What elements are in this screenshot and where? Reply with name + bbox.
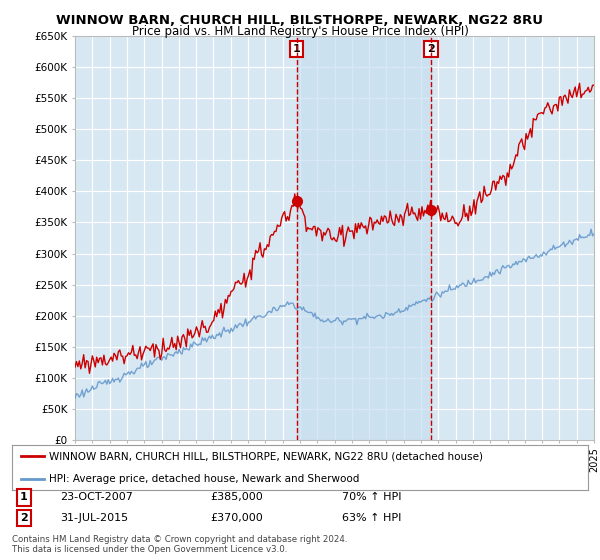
Text: HPI: Average price, detached house, Newark and Sherwood: HPI: Average price, detached house, Newa…: [49, 474, 360, 484]
Text: 23-OCT-2007: 23-OCT-2007: [60, 492, 133, 502]
Text: £370,000: £370,000: [210, 513, 263, 523]
Text: 1: 1: [293, 44, 301, 54]
Text: 2: 2: [20, 513, 28, 523]
Text: WINNOW BARN, CHURCH HILL, BILSTHORPE, NEWARK, NG22 8RU: WINNOW BARN, CHURCH HILL, BILSTHORPE, NE…: [56, 14, 544, 27]
Text: WINNOW BARN, CHURCH HILL, BILSTHORPE, NEWARK, NG22 8RU (detached house): WINNOW BARN, CHURCH HILL, BILSTHORPE, NE…: [49, 451, 484, 461]
Bar: [296, 36, 431, 440]
Text: £385,000: £385,000: [210, 492, 263, 502]
Text: Contains HM Land Registry data © Crown copyright and database right 2024.
This d: Contains HM Land Registry data © Crown c…: [12, 535, 347, 554]
Text: 70% ↑ HPI: 70% ↑ HPI: [342, 492, 401, 502]
Text: Price paid vs. HM Land Registry's House Price Index (HPI): Price paid vs. HM Land Registry's House …: [131, 25, 469, 38]
Text: 31-JUL-2015: 31-JUL-2015: [60, 513, 128, 523]
Text: 1: 1: [20, 492, 28, 502]
Text: 63% ↑ HPI: 63% ↑ HPI: [342, 513, 401, 523]
Text: 2: 2: [427, 44, 435, 54]
